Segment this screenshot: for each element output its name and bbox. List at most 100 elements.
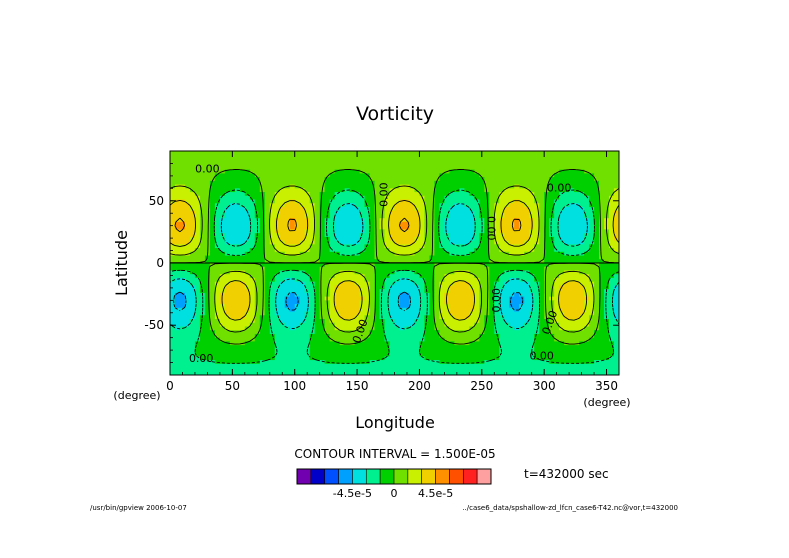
vorticity-cell	[409, 330, 416, 335]
vorticity-cell	[384, 319, 391, 324]
vorticity-cell	[384, 199, 391, 204]
vorticity-cell	[589, 326, 595, 331]
vorticity-cell	[244, 195, 251, 201]
vorticity-cell	[364, 195, 371, 201]
vorticity-cell	[264, 263, 271, 268]
vorticity-cell	[464, 177, 470, 182]
vorticity-cell	[179, 165, 186, 171]
vorticity-cell	[194, 289, 201, 294]
vorticity-cell	[329, 158, 336, 163]
vorticity-cell	[364, 154, 371, 160]
vorticity-cell	[199, 255, 206, 260]
vorticity-cell	[179, 221, 186, 227]
vorticity-cell	[349, 207, 356, 212]
vorticity-cell	[429, 289, 436, 294]
vorticity-cell	[274, 218, 281, 223]
vorticity-cell	[614, 311, 619, 316]
vorticity-cell	[224, 326, 231, 331]
vorticity-cell	[299, 210, 306, 216]
vorticity-cell	[299, 270, 306, 275]
vorticity-cell	[249, 251, 256, 257]
vorticity-cell	[404, 233, 411, 238]
vorticity-cell	[469, 251, 475, 257]
vorticity-cell	[234, 322, 241, 328]
vorticity-cell	[374, 158, 381, 163]
vorticity-cell	[359, 151, 366, 156]
vorticity-cell	[514, 277, 520, 283]
vorticity-cell	[359, 240, 366, 245]
vorticity-cell	[459, 199, 465, 204]
vorticity-cell	[369, 270, 376, 275]
vorticity-cell	[454, 251, 460, 257]
vorticity-cell	[184, 192, 191, 197]
vorticity-cell	[419, 319, 426, 324]
vorticity-cell	[549, 151, 555, 156]
vorticity-cell	[314, 221, 321, 227]
vorticity-cell	[299, 169, 306, 174]
vorticity-cell	[374, 270, 381, 275]
vorticity-cell	[604, 158, 610, 163]
vorticity-cell	[379, 188, 386, 193]
vorticity-cell	[394, 311, 401, 316]
vorticity-cell	[424, 158, 431, 163]
vorticity-cell	[554, 270, 560, 275]
vorticity-cell	[544, 210, 550, 216]
vorticity-cell	[489, 315, 495, 320]
vorticity-cell	[399, 173, 406, 178]
vorticity-cell	[524, 214, 530, 219]
vorticity-cell	[399, 270, 406, 275]
vorticity-cell	[209, 225, 216, 230]
vorticity-cell	[204, 192, 211, 197]
vorticity-cell	[594, 304, 600, 309]
vorticity-cell	[489, 348, 495, 354]
vorticity-cell	[404, 225, 411, 230]
vorticity-cell	[314, 319, 321, 324]
vorticity-cell	[559, 173, 565, 178]
vorticity-cell	[379, 207, 386, 212]
vorticity-cell	[209, 165, 216, 171]
vorticity-cell	[204, 255, 211, 260]
vorticity-cell	[409, 315, 416, 320]
vorticity-cell	[254, 292, 261, 298]
vorticity-cell	[514, 348, 520, 354]
vorticity-cell	[274, 356, 281, 361]
vorticity-cell	[519, 151, 525, 156]
vorticity-cell	[429, 292, 436, 298]
vorticity-cell	[319, 263, 326, 268]
vorticity-cell	[529, 270, 535, 275]
vorticity-cell	[534, 311, 540, 316]
vorticity-cell	[204, 184, 211, 189]
vorticity-cell	[539, 337, 545, 342]
vorticity-cell	[244, 266, 251, 272]
vorticity-cell	[299, 311, 306, 316]
vorticity-cell	[319, 326, 326, 331]
vorticity-cell	[574, 296, 580, 301]
vorticity-cell	[509, 333, 515, 339]
vorticity-cell	[549, 233, 555, 238]
vorticity-cell	[424, 289, 431, 294]
vorticity-cell	[479, 281, 485, 286]
vorticity-cell	[329, 285, 336, 290]
vorticity-cell	[344, 203, 351, 208]
vorticity-cell	[174, 270, 181, 275]
vorticity-cell	[184, 285, 191, 290]
vorticity-cell	[344, 180, 351, 186]
vorticity-cell	[559, 184, 565, 189]
vorticity-cell	[569, 221, 575, 227]
vorticity-cell	[594, 177, 600, 182]
vorticity-cell	[464, 162, 470, 167]
vorticity-cell	[384, 259, 391, 264]
vorticity-cell	[519, 315, 525, 320]
vorticity-cell	[394, 315, 401, 320]
vorticity-cell	[589, 304, 595, 309]
vorticity-cell	[199, 263, 206, 268]
vorticity-cell	[449, 192, 455, 197]
vorticity-cell	[229, 270, 236, 275]
vorticity-cell	[534, 248, 540, 253]
vorticity-cell	[449, 266, 455, 272]
vorticity-cell	[269, 158, 276, 163]
vorticity-cell	[319, 341, 326, 346]
vorticity-cell	[489, 154, 495, 160]
vorticity-cell	[379, 192, 386, 197]
